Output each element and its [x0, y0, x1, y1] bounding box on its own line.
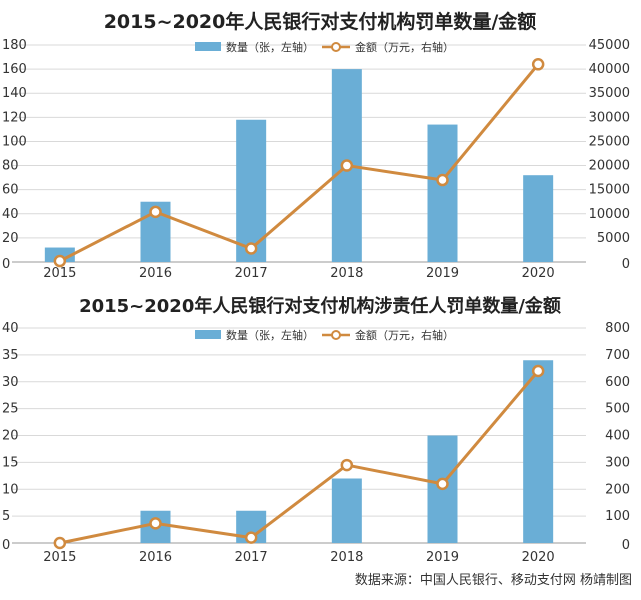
chart0-left-tick-label: 20	[2, 231, 19, 246]
chart0-bar-2020	[523, 175, 554, 262]
chart0-right-tick-label: 40000	[589, 62, 630, 77]
chart0-left-tick-label: 0	[2, 257, 10, 272]
chart1-bar-2020	[523, 360, 554, 543]
chart1-amount-point-2019	[436, 477, 449, 491]
chart1-left-tick-label: 15	[2, 455, 19, 470]
chart1-amount-line	[59, 370, 540, 545]
chart0-left-tick-label: 180	[2, 38, 27, 53]
chart1-x-tick-label: 2017	[235, 550, 268, 565]
chart0-right-tick-label: 35000	[589, 86, 630, 101]
chart1-right-tick-label: 400	[605, 429, 630, 444]
chart0-legend-bar-label: 数量（张，左轴）	[226, 40, 314, 54]
source-note: 数据来源：中国人民银行、移动支付网 杨靖制图	[355, 573, 632, 588]
chart0-amount-point-2016	[149, 205, 162, 219]
chart0-x-tick-label: 2018	[330, 266, 363, 281]
chart0-x-tick-label: 2017	[235, 266, 268, 281]
chart0-legend-line-label: 金额（万元，右轴）	[355, 40, 454, 54]
chart0-x-tick-label: 2019	[426, 266, 459, 281]
chart1-x-tick-label: 2016	[139, 550, 172, 565]
chart1-right-tick-label: 300	[605, 455, 630, 470]
chart0-amount-line	[59, 63, 540, 263]
chart0-left-tick-label: 40	[2, 207, 19, 222]
chart0-amount-point-2018	[340, 159, 354, 172]
chart0-left-tick-label: 160	[2, 62, 27, 77]
chart1-x-tick-label: 2018	[330, 550, 363, 565]
chart1-legend-line-label: 金额（万元，右轴）	[355, 328, 454, 342]
chart1-left-tick-label: 0	[2, 538, 10, 553]
chart-penalty-count-amount: 2015~2020年人民银行对支付机构罚单数量/金额 0 20 40 60 80 100 12…	[2, 10, 630, 281]
chart1-x-tick-label: 2015	[43, 550, 76, 565]
chart1-x-tick-label: 2019	[426, 550, 459, 565]
chart0-x-tick-label: 2015	[43, 266, 76, 281]
chart1-right-tick-label: 700	[605, 348, 630, 363]
chart0-amount-point-2017	[244, 242, 258, 255]
chart0-left-tick-label: 60	[2, 183, 19, 198]
chart1-left-tick-label: 10	[2, 482, 19, 497]
chart0-amount-point-2020	[531, 58, 545, 71]
chart1-left-tick-label: 20	[2, 429, 19, 444]
chart1-amount-point-2016	[149, 517, 162, 530]
chart0-x-tick-label: 2020	[522, 266, 555, 281]
chart0-legend-line-marker	[331, 42, 341, 52]
chart-responsible-person-penalty: 2015~2020年人民银行对支付机构涉责任人罚单数量/金额 0 5 10 15 20 25…	[2, 295, 630, 565]
chart0-right-tick-label: 20000	[589, 159, 630, 174]
chart1-amount-point-2015	[53, 536, 67, 550]
chart1-amount-point-2017	[244, 531, 258, 544]
chart1-title: 2015~2020年人民银行对支付机构涉责任人罚单数量/金额	[79, 295, 561, 317]
chart1-right-tick-label: 0	[622, 538, 630, 553]
chart0-right-tick-label: 5000	[597, 231, 630, 246]
chart1-bar-2018	[331, 478, 362, 543]
chart1-legend-bar-label: 数量（张，左轴）	[226, 328, 314, 342]
chart1-amount-point-2018	[340, 458, 354, 472]
chart1-legend-line-marker	[331, 330, 341, 340]
chart0-left-tick-label: 120	[2, 110, 27, 125]
chart1-amount-point-2020	[531, 364, 545, 378]
chart0-x-tick-label: 2016	[139, 266, 172, 281]
chart0-left-tick-label: 140	[2, 86, 27, 101]
chart1-left-tick-label: 40	[2, 321, 19, 336]
chart0-left-tick-label: 100	[2, 134, 27, 149]
chart0-bar-2019	[427, 124, 458, 262]
chart0-amount-point-2015	[53, 254, 67, 268]
chart0-right-tick-label: 10000	[589, 207, 630, 222]
chart0-legend-bar-swatch	[195, 42, 221, 51]
chart1-right-tick-label: 500	[605, 402, 630, 417]
chart1-right-tick-label: 200	[605, 482, 630, 497]
chart1-left-tick-label: 25	[2, 402, 19, 417]
chart1-right-tick-label: 600	[605, 375, 630, 390]
chart1-right-tick-label: 100	[605, 509, 630, 524]
chart1-right-tick-label: 800	[605, 321, 630, 336]
chart1-legend-bar-swatch	[195, 330, 221, 339]
chart1-x-tick-label: 2020	[522, 550, 555, 565]
chart0-right-tick-label: 15000	[589, 183, 630, 198]
chart1-left-tick-label: 5	[2, 509, 10, 524]
chart0-left-tick-label: 80	[2, 159, 19, 174]
chart1-left-tick-label: 35	[2, 348, 19, 363]
chart0-right-tick-label: 0	[622, 257, 630, 272]
chart0-right-tick-label: 25000	[589, 134, 630, 149]
chart0-amount-point-2019	[436, 173, 449, 187]
chart0-right-tick-label: 30000	[589, 110, 630, 125]
chart1-left-tick-label: 30	[2, 375, 19, 390]
chart0-title: 2015~2020年人民银行对支付机构罚单数量/金额	[104, 10, 537, 33]
chart0-right-tick-label: 45000	[589, 38, 630, 53]
